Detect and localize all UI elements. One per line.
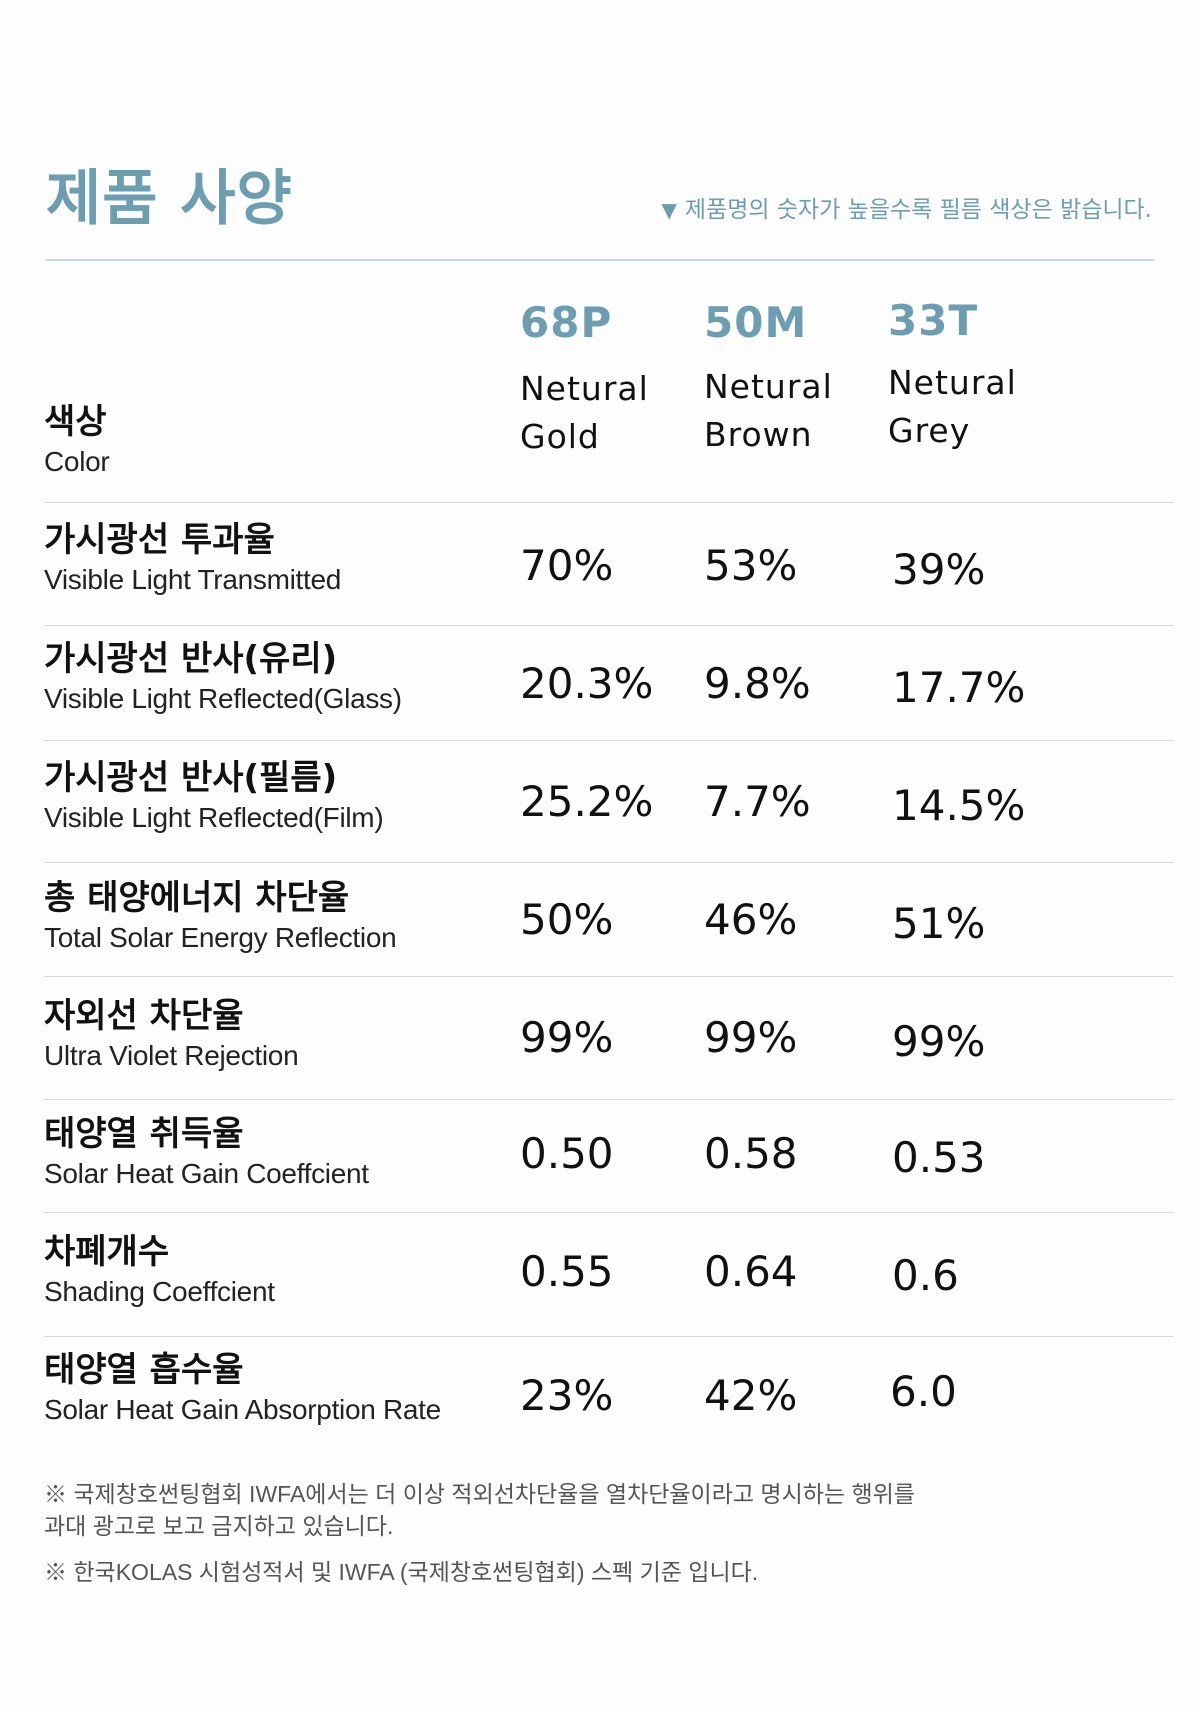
row-label-en: Shading Coeffcient <box>44 1276 275 1307</box>
page-title: 제품 사양 <box>46 164 293 234</box>
spec-value: 0.64 <box>704 1247 798 1296</box>
row-label-ko: 태양열 흡수율 <box>44 1350 244 1390</box>
product-color-line1: Netural <box>704 367 833 406</box>
spec-value: 0.58 <box>704 1129 798 1178</box>
row-divider <box>44 1336 1174 1337</box>
spec-value: 46% <box>704 895 798 944</box>
spec-value: 20.3% <box>520 659 654 708</box>
spec-value: 99% <box>520 1013 614 1062</box>
row-label-ko: 태양열 취득율 <box>44 1114 244 1154</box>
row-label-en: Visible Light Transmitted <box>44 564 342 595</box>
spec-value: 17.7% <box>892 663 1026 712</box>
footnote-line: ※ 국제창호썬팅협회 IWFA에서는 더 이상 적외선차단율을 열차단율이라고 … <box>44 1481 915 1507</box>
footnote: ※ 국제창호썬팅협회 IWFA에서는 더 이상 적외선차단율을 열차단율이라고 … <box>44 1478 1044 1542</box>
spec-value: 51% <box>892 899 986 948</box>
row-label: 태양열 흡수율 Solar Heat Gain Absorption Rate <box>44 1348 514 1428</box>
row-label: 자외선 차단율 Ultra Violet Rejection <box>44 994 514 1074</box>
header-divider <box>46 259 1154 261</box>
product-code: 50M <box>704 298 808 347</box>
row-divider <box>44 976 1174 977</box>
row-label-en: Visible Light Reflected(Glass) <box>44 683 402 714</box>
spec-value: 6.0 <box>890 1367 957 1416</box>
row-label-en: Total Solar Energy Reflection <box>44 922 397 953</box>
row-divider <box>44 502 1174 503</box>
footnote-line: ※ 한국KOLAS 시험성적서 및 IWFA (국제창호썬팅협회) 스펙 기준 … <box>44 1559 759 1585</box>
row-label-ko: 가시광선 반사(유리) <box>44 639 338 679</box>
product-column-50m: 50M Netural Brown <box>704 298 884 459</box>
row-label-en: Visible Light Reflected(Film) <box>44 802 384 833</box>
row-label-ko: 가시광선 투과율 <box>44 520 275 560</box>
spec-value: 70% <box>520 541 614 590</box>
spec-value: 39% <box>892 545 986 594</box>
product-color-line2: Gold <box>520 417 600 456</box>
product-color: Netural Gold <box>520 365 700 461</box>
triangle-down-icon: ▼ <box>661 198 677 222</box>
product-color-line1: Netural <box>520 369 649 408</box>
product-color-line2: Brown <box>704 415 813 454</box>
spec-value: 0.53 <box>892 1133 986 1182</box>
product-color: Netural Grey <box>888 359 1068 455</box>
row-label-ko: 총 태양에너지 차단율 <box>44 878 350 918</box>
row-label: 가시광선 투과율 Visible Light Transmitted <box>44 518 514 598</box>
product-color: Netural Brown <box>704 363 884 459</box>
row-divider <box>44 1099 1174 1100</box>
spec-value: 0.55 <box>520 1247 614 1296</box>
row-label-en: Color <box>44 446 110 477</box>
row-divider <box>44 1212 1174 1213</box>
row-label-ko: 가시광선 반사(필름) <box>44 758 338 798</box>
color-row-label: 색상 Color <box>44 400 514 480</box>
product-color-line1: Netural <box>888 363 1017 402</box>
spec-value: 50% <box>520 895 614 944</box>
footnote-line: 과대 광고로 보고 금지하고 있습니다. <box>44 1513 394 1539</box>
row-label-ko: 차폐개수 <box>44 1232 170 1272</box>
brightness-note: ▼ 제품명의 숫자가 높을수록 필름 색상은 밝습니다. <box>662 190 1152 224</box>
product-code: 68P <box>520 298 613 347</box>
row-label-en: Ultra Violet Rejection <box>44 1040 299 1071</box>
row-label: 가시광선 반사(필름) Visible Light Reflected(Film… <box>44 756 514 836</box>
product-column-33t: 33T Netural Grey <box>888 296 1068 455</box>
row-label: 총 태양에너지 차단율 Total Solar Energy Reflectio… <box>44 876 514 956</box>
row-label: 가시광선 반사(유리) Visible Light Reflected(Glas… <box>44 637 514 717</box>
spec-value: 0.6 <box>892 1251 959 1300</box>
spec-value: 9.8% <box>704 659 811 708</box>
footnote: ※ 한국KOLAS 시험성적서 및 IWFA (국제창호썬팅협회) 스펙 기준 … <box>44 1556 1044 1588</box>
brightness-note-text: 제품명의 숫자가 높을수록 필름 색상은 밝습니다. <box>684 197 1152 223</box>
spec-value: 25.2% <box>520 777 654 826</box>
spec-value: 0.50 <box>520 1129 614 1178</box>
row-label-en: Solar Heat Gain Absorption Rate <box>44 1394 441 1425</box>
row-label-en: Solar Heat Gain Coeffcient <box>44 1158 369 1189</box>
row-divider <box>44 862 1174 863</box>
spec-value: 23% <box>520 1371 614 1420</box>
spec-value: 99% <box>892 1017 986 1066</box>
spec-value: 53% <box>704 541 798 590</box>
spec-value: 42% <box>704 1371 798 1420</box>
product-code: 33T <box>888 296 979 345</box>
spec-value: 14.5% <box>892 781 1026 830</box>
product-column-68p: 68P Netural Gold <box>520 298 700 461</box>
row-label-ko: 색상 <box>44 402 107 442</box>
spec-value: 99% <box>704 1013 798 1062</box>
row-divider <box>44 625 1174 626</box>
row-label: 차폐개수 Shading Coeffcient <box>44 1230 514 1310</box>
row-divider <box>44 740 1174 741</box>
row-label-ko: 자외선 차단율 <box>44 996 244 1036</box>
product-color-line2: Grey <box>888 411 971 450</box>
row-label: 태양열 취득율 Solar Heat Gain Coeffcient <box>44 1112 514 1192</box>
spec-value: 7.7% <box>704 777 811 826</box>
